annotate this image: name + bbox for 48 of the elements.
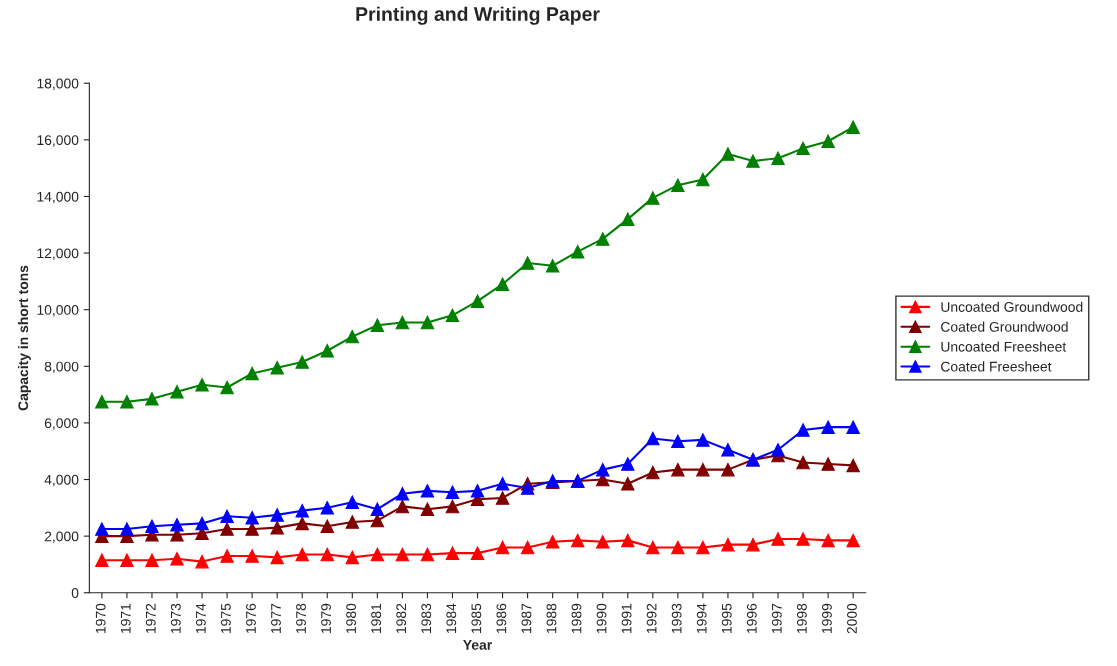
x-tick-label: 1976: [246, 603, 256, 633]
x-tick-label: 1995: [721, 603, 732, 633]
y-tick-label: 12,000: [37, 248, 79, 260]
x-tick-label: 1991: [621, 603, 632, 633]
x-tick-label: 1979: [321, 603, 331, 633]
x-tick-label: 1996: [746, 603, 757, 633]
y-tick-label: 14,000: [37, 191, 79, 204]
legend-label: Uncoated Freesheet: [941, 341, 1067, 352]
x-tick-label: 1994: [696, 603, 707, 633]
y-tick-label: 10,000: [37, 305, 79, 317]
x-axis-title: Year: [463, 640, 492, 650]
x-tick-label: 1984: [446, 603, 457, 633]
y-axis-title: Capacity in short tons: [17, 265, 31, 411]
y-tick-label: 4,000: [44, 474, 79, 487]
x-tick-label: 1989: [571, 603, 582, 633]
y-tick-label: 6,000: [44, 418, 79, 430]
x-tick-label: 1986: [496, 603, 507, 633]
x-tick-label: 1992: [646, 603, 657, 633]
x-tick-label: 1993: [671, 603, 682, 633]
x-tick-label: 2000: [847, 603, 857, 634]
x-tick-label: 1985: [471, 603, 482, 633]
x-tick-label: 1974: [195, 603, 206, 633]
chart-title: Printing and Writing Paper: [356, 6, 600, 25]
x-tick-label: 1990: [596, 603, 607, 633]
x-tick-label: 1970: [95, 603, 106, 633]
y-tick-label: 2,000: [44, 531, 79, 543]
x-tick-label: 1971: [120, 603, 131, 633]
x-tick-label: 1982: [396, 603, 407, 633]
x-tick-label: 1997: [771, 603, 782, 633]
x-tick-label: 1980: [346, 603, 357, 633]
y-tick-label: 8,000: [44, 361, 79, 374]
x-tick-label: 1973: [170, 603, 181, 633]
y-tick-label: 16,000: [37, 135, 79, 147]
x-tick-label: 1999: [822, 603, 832, 633]
x-tick-label: 1975: [220, 603, 231, 633]
x-tick-label: 1977: [271, 603, 281, 633]
y-tick-label: 0: [71, 588, 79, 598]
x-tick-label: 1972: [145, 603, 156, 633]
x-tick-label: 1978: [296, 603, 306, 633]
legend-label: Coated Groundwood: [941, 321, 1068, 332]
x-tick-label: 1987: [521, 603, 532, 633]
x-tick-label: 1981: [371, 603, 382, 633]
x-tick-label: 1998: [796, 603, 807, 633]
x-tick-label: 1983: [421, 603, 432, 633]
y-tick-label: 18,000: [37, 78, 79, 91]
legend-label: Coated Freesheet: [941, 361, 1052, 372]
legend-label: Uncoated Groundwood: [941, 301, 1083, 312]
x-tick-label: 1988: [546, 603, 557, 633]
